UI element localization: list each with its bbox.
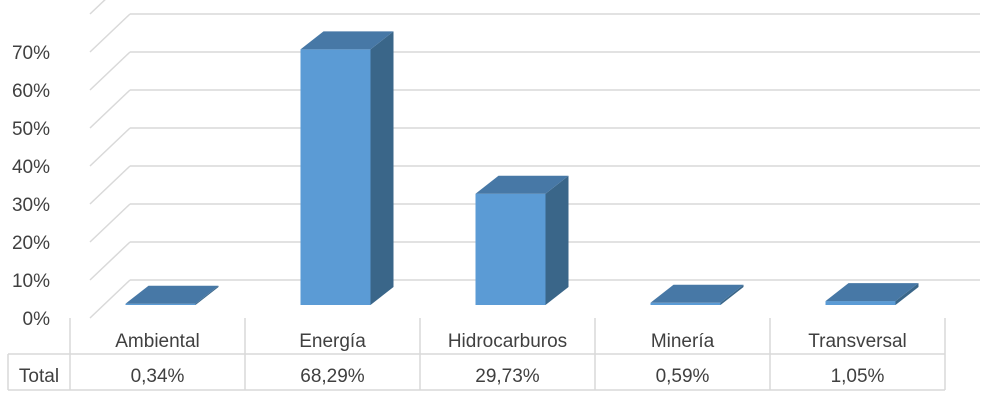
- x-tick-label: Ambiental: [115, 331, 200, 352]
- data-label: 29,73%: [475, 366, 540, 387]
- gridline-diagonal: [89, 89, 131, 129]
- y-tick-label: 30%: [12, 195, 50, 216]
- bar-side: [195, 285, 219, 305]
- bar: [825, 283, 919, 305]
- gridline-diagonal: [89, 0, 106, 15]
- table-row-label: Total: [19, 366, 59, 387]
- y-tick-label: 20%: [12, 233, 50, 254]
- bar: [650, 284, 744, 305]
- gridline-diagonal: [89, 127, 131, 167]
- data-label: 1,05%: [831, 366, 885, 387]
- gridline-diagonal: [89, 165, 131, 205]
- bar: [125, 285, 219, 305]
- bar: [300, 31, 394, 305]
- gridline-diagonal: [89, 51, 131, 91]
- gridline-diagonal: [89, 241, 131, 281]
- data-label: 0,34%: [131, 366, 185, 387]
- gridline-diagonal: [89, 203, 131, 243]
- bar-top: [300, 31, 394, 50]
- bar-top: [475, 175, 569, 194]
- bar-top: [650, 284, 744, 303]
- bar-side: [370, 31, 394, 305]
- y-tick-label: 0%: [23, 309, 51, 330]
- y-tick-label: 50%: [12, 119, 50, 140]
- bar-top: [825, 283, 919, 302]
- bar: [475, 175, 569, 305]
- bar-front: [475, 193, 546, 305]
- gridline-diagonal: [89, 13, 131, 53]
- x-tick-label: Hidrocarburos: [448, 331, 567, 352]
- data-label: 68,29%: [300, 366, 365, 387]
- y-axis: 0% 10% 20% 30% 40% 50% 60% 70%: [12, 43, 50, 330]
- x-tick-label: Transversal: [808, 331, 907, 352]
- bar-side: [545, 175, 569, 305]
- bar-side: [720, 284, 744, 305]
- bar-side: [895, 283, 919, 305]
- y-tick-label: 60%: [12, 81, 50, 102]
- y-tick-label: 40%: [12, 157, 50, 178]
- gridline-diagonal: [89, 279, 131, 319]
- data-label: 0,59%: [656, 366, 710, 387]
- bar-top: [125, 285, 219, 304]
- x-tick-label: Minería: [651, 331, 715, 352]
- bar-front: [125, 303, 196, 305]
- bar-front: [650, 302, 721, 305]
- bars: [125, 31, 919, 305]
- bar-front: [300, 49, 371, 305]
- x-tick-label: Energía: [299, 331, 366, 352]
- data-table: Ambiental Energía Hidrocarburos Minería Tran…: [7, 318, 946, 391]
- bar-front: [825, 301, 896, 305]
- y-tick-label: 10%: [12, 271, 50, 292]
- y-tick-label: 70%: [12, 43, 50, 64]
